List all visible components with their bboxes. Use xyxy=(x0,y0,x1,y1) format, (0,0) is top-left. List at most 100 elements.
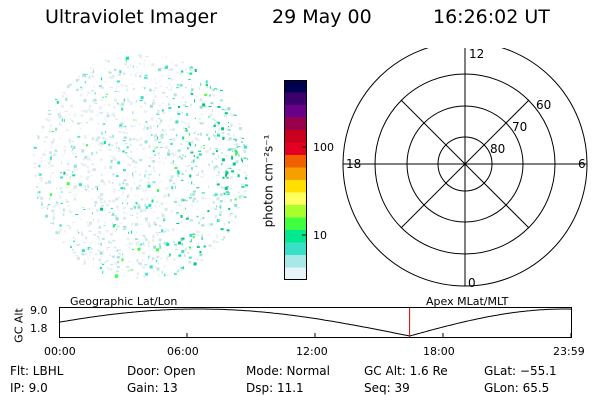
speckle xyxy=(52,205,56,208)
speckle xyxy=(103,200,106,204)
speckle xyxy=(139,241,141,243)
speckle xyxy=(45,150,46,152)
speckle xyxy=(163,265,166,267)
info-seq: Seq: 39 xyxy=(364,381,410,395)
speckle xyxy=(220,228,224,231)
speckle xyxy=(217,131,219,133)
speckle xyxy=(156,267,160,271)
speckle xyxy=(239,196,241,200)
speckle xyxy=(198,171,200,174)
speckle xyxy=(60,176,64,179)
speckle xyxy=(172,175,176,177)
speckle xyxy=(208,223,211,227)
speckle xyxy=(40,196,44,200)
speckle xyxy=(181,267,184,269)
speckle xyxy=(213,239,215,243)
speckle xyxy=(196,259,198,260)
timeline-plot[interactable] xyxy=(59,307,573,339)
speckle xyxy=(224,193,226,194)
speckle xyxy=(191,160,193,164)
speckle xyxy=(172,228,175,231)
speckle xyxy=(91,75,94,78)
speckle xyxy=(59,195,62,199)
speckle xyxy=(117,269,118,273)
speckle xyxy=(189,66,193,69)
speckle xyxy=(169,128,173,131)
speckle xyxy=(108,103,110,106)
speckle xyxy=(122,140,126,142)
speckle xyxy=(196,200,199,204)
speckle xyxy=(92,99,95,103)
speckle xyxy=(158,154,160,156)
speckle xyxy=(212,194,214,197)
speckle xyxy=(158,157,160,159)
speckle xyxy=(175,272,177,275)
speckle xyxy=(216,138,218,141)
speckle xyxy=(132,159,136,163)
speckle xyxy=(111,144,114,146)
speckle xyxy=(81,249,85,253)
speckle xyxy=(219,193,223,197)
speckle xyxy=(122,207,126,209)
mlt-label-0: 0 xyxy=(468,276,476,290)
speckle xyxy=(84,185,86,189)
speckle xyxy=(39,139,41,141)
speckle xyxy=(144,264,148,266)
speckle xyxy=(75,152,77,154)
speckle xyxy=(32,154,35,157)
speckle xyxy=(155,146,159,148)
speckle xyxy=(121,126,125,128)
speckle xyxy=(175,120,179,124)
speckle xyxy=(119,104,123,107)
speckle xyxy=(61,118,63,122)
speckle xyxy=(200,82,202,86)
speckle xyxy=(87,175,90,177)
speckle xyxy=(116,261,119,263)
speckle xyxy=(223,236,226,239)
speckle xyxy=(116,103,119,105)
speckle xyxy=(196,209,199,211)
speckle xyxy=(198,118,201,120)
speckle xyxy=(198,150,202,152)
speckle xyxy=(61,191,63,194)
colorbar-tick-label-100: 100 xyxy=(313,141,334,154)
speckle xyxy=(83,159,86,161)
speckle xyxy=(140,124,141,126)
speckle xyxy=(119,124,123,128)
speckle xyxy=(98,258,101,262)
speckle xyxy=(47,161,51,165)
speckle xyxy=(246,164,248,168)
speckle xyxy=(188,135,190,137)
speckle xyxy=(170,175,174,179)
speckle xyxy=(216,196,220,200)
speckle xyxy=(80,86,83,88)
speckle xyxy=(184,127,187,129)
speckle xyxy=(153,245,157,249)
speckle xyxy=(238,153,240,157)
speckle xyxy=(99,220,101,222)
speckle xyxy=(171,85,173,89)
speckle xyxy=(144,76,148,79)
speckle xyxy=(123,275,126,277)
speckle xyxy=(139,143,143,147)
speckle xyxy=(85,236,88,239)
speckle xyxy=(122,182,124,185)
speckle xyxy=(101,255,103,258)
speckle xyxy=(193,155,195,157)
speckle xyxy=(69,140,72,144)
speckle xyxy=(91,174,93,176)
speckle xyxy=(166,243,170,246)
speckle xyxy=(187,182,191,184)
polar-plot[interactable] xyxy=(340,48,590,298)
speckle xyxy=(136,148,138,150)
speckle xyxy=(223,222,225,226)
speckle xyxy=(153,154,156,156)
speckle xyxy=(97,249,99,252)
speckle xyxy=(112,173,115,176)
speckle xyxy=(165,87,168,89)
uv-image[interactable] xyxy=(28,42,252,290)
speckle xyxy=(122,227,126,231)
speckle xyxy=(194,117,196,119)
speckle xyxy=(118,183,122,187)
speckle xyxy=(100,86,104,89)
